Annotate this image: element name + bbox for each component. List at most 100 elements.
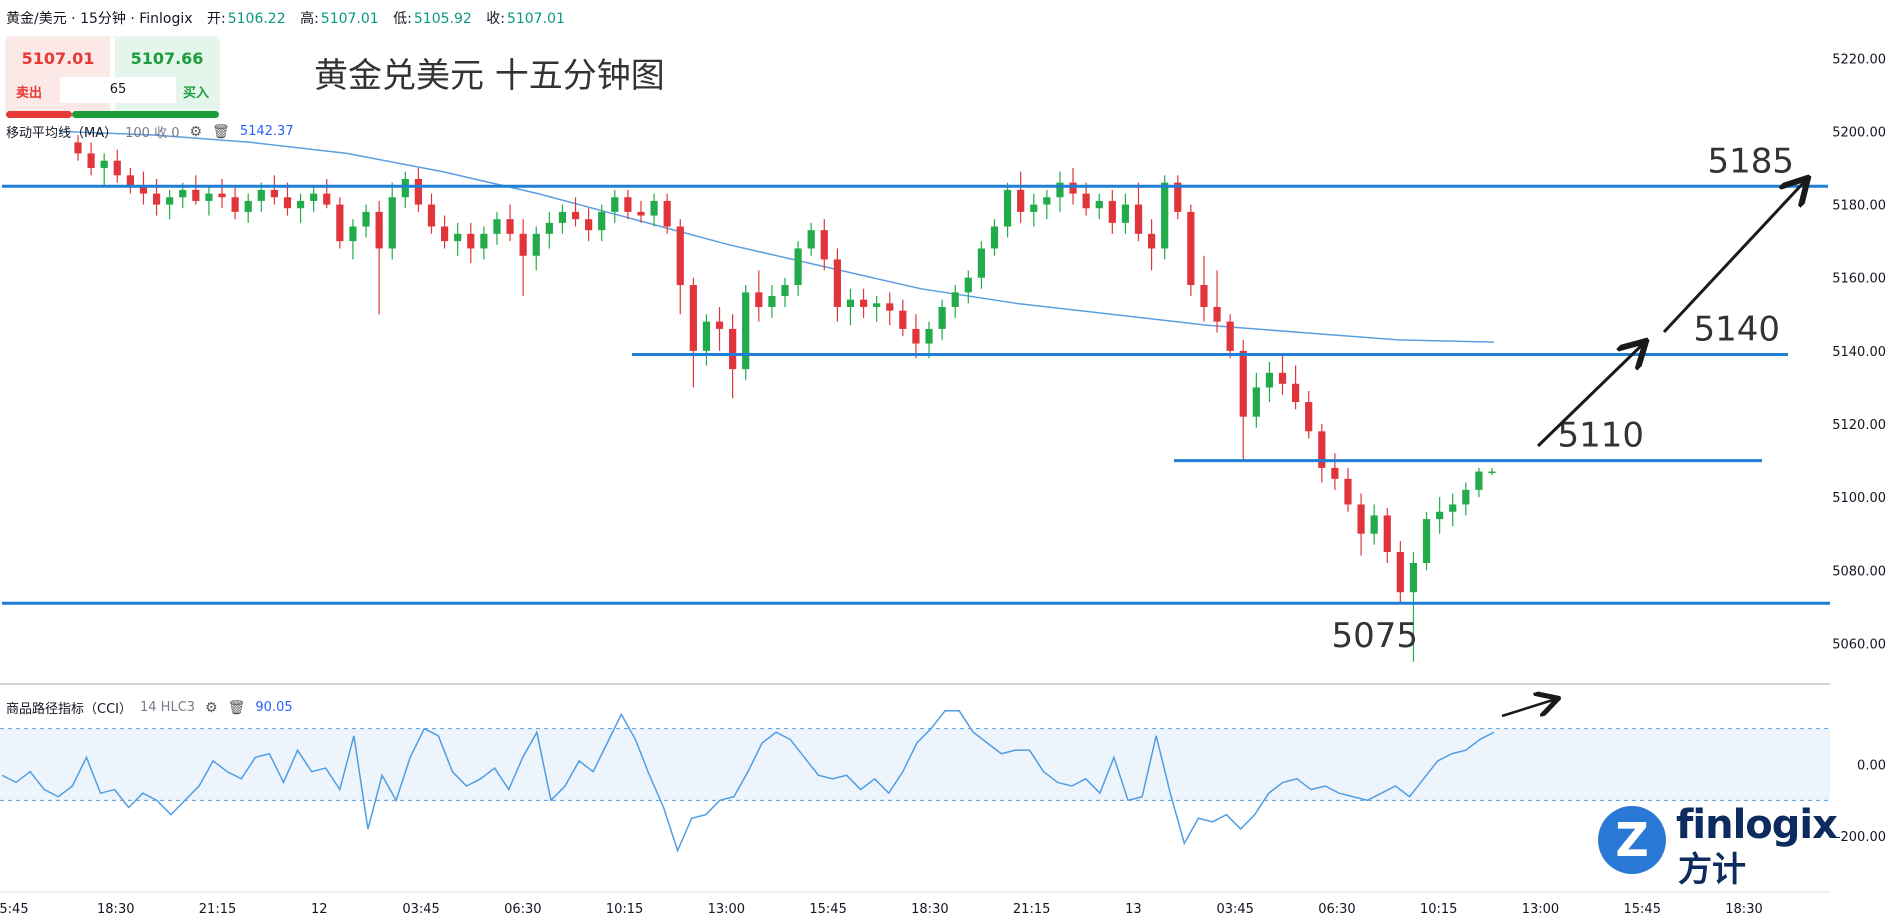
open-label: 开: (207, 11, 226, 27)
time-tick-label: 13:00 (708, 902, 745, 917)
candle-body (859, 299, 868, 307)
candle-body (951, 292, 959, 307)
moving-average-layer (59, 130, 1495, 343)
time-tick-label: 13 (1125, 902, 1142, 917)
ma-legend[interactable]: 移动平均线（MA） 100 收 0 ⚙ 🗑 5142.37 (6, 122, 294, 142)
time-tick-label: 5:45 (0, 902, 29, 917)
sell-ratio-bar (6, 111, 72, 118)
candle-body (807, 230, 815, 249)
logo-mark-icon: Z (1598, 806, 1666, 874)
time-tick-label: 06:30 (1318, 902, 1355, 917)
candle-body (231, 197, 239, 212)
candle-body (414, 178, 423, 205)
finlogix-logo: Z finlogix 方计 (1598, 802, 1848, 890)
candle-body (1292, 383, 1300, 403)
candle-body (349, 226, 357, 242)
candle-body (571, 211, 580, 220)
time-tick-label: 06:30 (504, 902, 541, 917)
cci-tick-label: 0.00 (1857, 759, 1886, 774)
time-tick-label: 12 (311, 902, 328, 917)
candle-body (336, 204, 344, 242)
projection-arrow-2 (1662, 180, 1806, 334)
candle-body (388, 197, 396, 249)
candle-body (1462, 489, 1470, 505)
candle-body (375, 211, 383, 249)
sell-button[interactable]: 5107.01 卖出 (6, 37, 110, 113)
candle-body (1383, 515, 1391, 552)
candle-body (873, 303, 881, 307)
open-value: 5106.22 (227, 11, 286, 27)
candle-body (506, 219, 514, 234)
sell-label: 卖出 (16, 86, 43, 101)
candle-body (545, 222, 553, 234)
candle-body (768, 296, 776, 307)
candle-body (1436, 511, 1444, 520)
candle-body (218, 193, 226, 198)
candle-body (87, 153, 95, 168)
candle-body (1409, 562, 1418, 593)
ma-legend-params: 100 收 0 (125, 126, 180, 141)
level-label: 5140 (1693, 310, 1780, 350)
trade-panel: 5107.01 卖出 5107.66 买入 65 (6, 37, 219, 118)
candle-body (1030, 204, 1038, 212)
candle-body (977, 248, 985, 278)
settings-icon[interactable]: ⚙ (189, 123, 203, 140)
candle-body (519, 233, 527, 256)
cci-legend-name: 商品路径指标（CCI） (6, 702, 132, 717)
candle-body (938, 306, 946, 329)
candle-body (480, 233, 488, 249)
candle-body (558, 211, 567, 223)
candle-body (1174, 182, 1182, 212)
candle-body (152, 193, 161, 205)
high-value: 5107.01 (320, 11, 379, 27)
candle-body (1318, 431, 1326, 468)
cci-band (0, 728, 1830, 801)
price-tick-label: 5180.00 (1832, 199, 1886, 214)
candle-body (899, 310, 907, 329)
time-tick-label: 10:15 (1420, 902, 1457, 917)
logo-brand-text: finlogix (1676, 802, 1838, 848)
cci-projection-arrow (1501, 699, 1556, 718)
settings-icon[interactable]: ⚙ (205, 699, 218, 716)
time-tick-label: 18:30 (97, 902, 134, 917)
candle-body (1239, 350, 1247, 417)
candle-body (270, 189, 278, 198)
axis-ticks: 5220.00 5200.00 5180.00 5160.00 5140.00 5120.… (0, 52, 1886, 685)
candle-body (729, 328, 737, 370)
moving-average-line (59, 130, 1495, 343)
candle-body (925, 328, 933, 344)
spread-field[interactable]: 65 (60, 77, 176, 103)
candle-body (427, 204, 436, 227)
time-tick-label: 18:30 (1725, 902, 1762, 917)
ma-legend-name: 移动平均线（MA） (6, 126, 118, 141)
candle-body (846, 299, 855, 307)
price-tick-label: 5060.00 (1832, 637, 1886, 652)
candle-body (1187, 211, 1195, 286)
candle-body (1488, 471, 1496, 474)
candle-body (1475, 471, 1483, 490)
candle-body (179, 189, 187, 198)
trash-icon[interactable]: 🗑 (227, 699, 246, 716)
low-label: 低: (393, 11, 412, 27)
candle-body (1134, 204, 1143, 234)
candle-body (1331, 467, 1339, 479)
candle-body (1370, 515, 1378, 534)
logo-brand-cn: 方计 (1678, 850, 1746, 890)
time-tick-label: 15:45 (1624, 902, 1661, 917)
candle-body (1265, 372, 1274, 388)
candle-body (650, 200, 658, 216)
candle-body (1017, 189, 1025, 212)
candle-body (1200, 285, 1208, 307)
cci-legend-value: 90.05 (255, 700, 293, 715)
price-tick-label: 5220.00 (1832, 52, 1886, 67)
candle-body (113, 160, 121, 176)
candle-body (833, 259, 841, 307)
sell-price: 5107.01 (21, 49, 95, 68)
trash-icon[interactable]: 🗑 (212, 123, 230, 140)
level-label: 5110 (1557, 416, 1644, 456)
candle-body (244, 200, 252, 212)
candle-body (1108, 200, 1116, 223)
candle-body (794, 248, 802, 286)
cci-legend[interactable]: 商品路径指标（CCI） 14 HLC3 ⚙ 🗑 90.05 (6, 698, 293, 718)
